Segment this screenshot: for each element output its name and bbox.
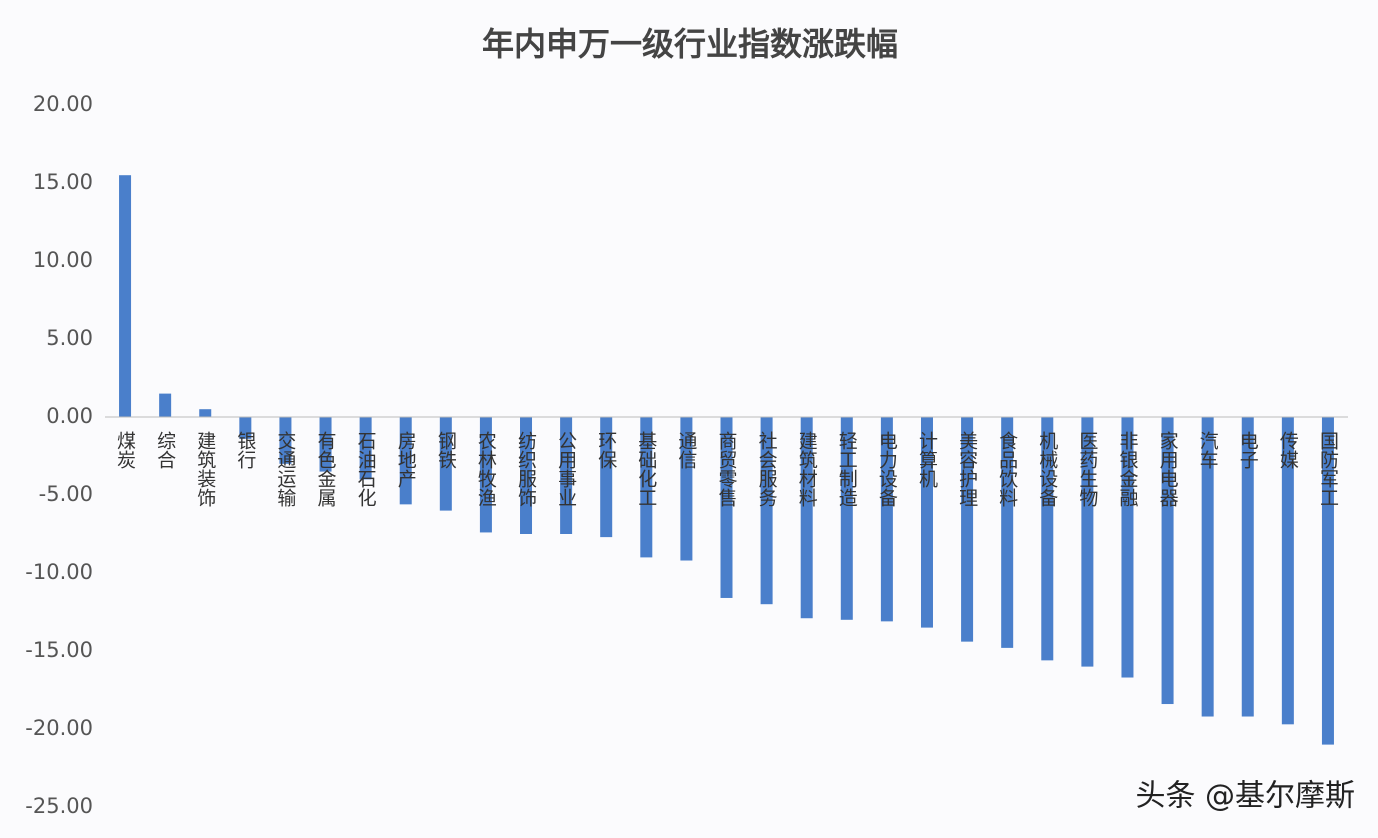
- bar: [1121, 417, 1134, 678]
- x-tick-label: 房地产: [395, 431, 417, 488]
- x-tick-label: 电力设备: [876, 431, 898, 507]
- bar: [800, 417, 813, 619]
- bar: [1001, 417, 1014, 648]
- bar: [359, 417, 372, 480]
- x-tick-label: 石油石化: [355, 431, 377, 507]
- bar: [199, 409, 212, 417]
- bar: [1241, 417, 1254, 717]
- y-tick-label: -10.00: [25, 560, 93, 584]
- bar: [520, 417, 533, 534]
- x-tick-label: 通信: [675, 431, 697, 469]
- bar: [680, 417, 693, 561]
- y-tick-label: -25.00: [25, 794, 93, 818]
- x-tick-label: 汽车: [1197, 431, 1219, 469]
- x-tick-label: 医药生物: [1076, 431, 1098, 507]
- bar: [279, 417, 292, 464]
- watermark: 头条 @基尔摩斯: [1135, 779, 1355, 814]
- y-tick-label: -5.00: [39, 482, 93, 506]
- bar: [1321, 417, 1334, 745]
- y-tick-label: 15.00: [33, 170, 93, 194]
- bar: [1201, 417, 1214, 717]
- x-tick-label: 社会服务: [756, 431, 778, 507]
- bar: [1281, 417, 1294, 725]
- bar: [479, 417, 492, 533]
- chart-title: 年内申万一级行业指数涨跌幅: [482, 25, 898, 63]
- x-tick-label: 建筑材料: [796, 431, 818, 507]
- y-tick-label: 20.00: [33, 92, 93, 116]
- x-tick-label: 非银金融: [1116, 431, 1138, 507]
- x-tick-label: 纺织服饰: [515, 431, 537, 507]
- y-tick-label: -20.00: [25, 716, 93, 740]
- x-tick-label: 煤炭: [114, 431, 136, 469]
- y-tick-label: -15.00: [25, 638, 93, 662]
- bar: [640, 417, 653, 558]
- bar: [760, 417, 773, 605]
- bar: [1161, 417, 1174, 705]
- bar: [1041, 417, 1054, 661]
- bar: [961, 417, 974, 642]
- x-tick-label: 计算机: [916, 431, 938, 488]
- x-tick-label: 商贸零售: [716, 431, 738, 507]
- bar: [399, 417, 412, 505]
- bar: [159, 393, 172, 417]
- x-tick-label: 美容护理: [956, 431, 978, 507]
- bar: [439, 417, 452, 511]
- x-tick-label: 轻工制造: [836, 431, 858, 507]
- bar: [1081, 417, 1094, 667]
- bar: [880, 417, 893, 622]
- x-tick-label: 综合: [154, 431, 176, 469]
- bar: [720, 417, 733, 598]
- x-tick-label: 公用事业: [555, 431, 577, 507]
- y-tick-label: 5.00: [46, 326, 93, 350]
- x-tick-label: 电子: [1237, 431, 1259, 469]
- x-tick-label: 银行: [234, 431, 256, 469]
- bar: [239, 417, 252, 439]
- x-tick-label: 家用电器: [1157, 431, 1179, 507]
- bar: [319, 417, 332, 472]
- x-tick-label: 机械设备: [1036, 431, 1058, 507]
- bar: [600, 417, 613, 538]
- x-tick-label: 交通运输: [274, 431, 296, 507]
- x-tick-label: 钢铁: [435, 431, 457, 469]
- x-tick-label: 建筑装饰: [194, 431, 216, 507]
- y-tick-label: 0.00: [46, 404, 93, 428]
- bar: [840, 417, 853, 620]
- x-tick-label: 环保: [595, 431, 617, 469]
- bar: [920, 417, 933, 628]
- x-tick-label: 食品饮料: [996, 431, 1018, 507]
- x-tick-label: 国防军工: [1317, 431, 1339, 507]
- bar: [560, 417, 573, 534]
- x-tick-label: 基础化工: [635, 431, 657, 507]
- y-tick-label: 10.00: [33, 248, 93, 272]
- x-tick-label: 有色金属: [315, 431, 337, 508]
- x-tick-label: 传媒: [1277, 431, 1299, 469]
- bar: [119, 175, 132, 417]
- x-tick-label: 农林牧渔: [475, 431, 497, 507]
